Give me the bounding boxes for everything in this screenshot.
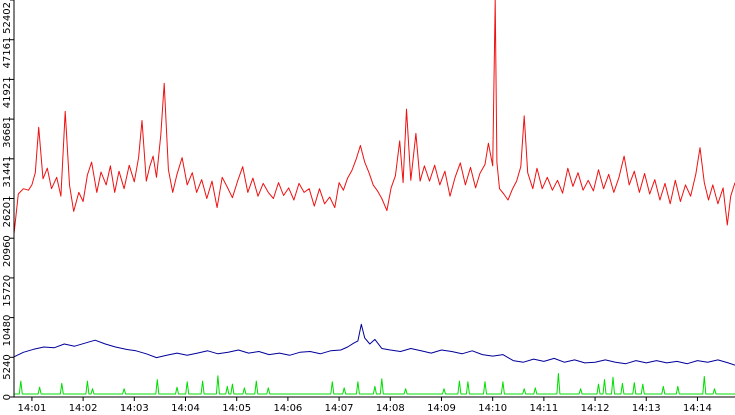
x-tick-label: 14:10 (478, 403, 507, 414)
y-tick-label: 0 (2, 394, 13, 400)
x-tick-label: 14:01 (18, 403, 47, 414)
x-tick-label: 14:12 (581, 403, 610, 414)
x-tick-label: 14:08 (376, 403, 405, 414)
x-tick-label: 14:05 (222, 403, 251, 414)
x-tick-label: 14:14 (683, 403, 712, 414)
x-tick-label: 14:04 (171, 403, 200, 414)
y-tick-label: 41921 (2, 76, 13, 108)
x-tick-label: 14:13 (632, 403, 661, 414)
x-tick-label: 14:06 (273, 403, 302, 414)
series-layer (13, 0, 735, 395)
y-tick-label: 26201 (2, 196, 13, 228)
y-tick-layer: 0 5240 10480 15720 20960 26201 31441 36681 41921… (2, 0, 14, 400)
series-line-3 (14, 373, 735, 395)
y-tick-label: 47161 (2, 37, 13, 69)
y-tick-label: 5240 (2, 354, 13, 379)
x-tick-label: 14:09 (427, 403, 456, 414)
y-tick-label: 31441 (2, 156, 13, 188)
x-tick-label: 14:07 (325, 403, 354, 414)
y-tick-label: 52402 (2, 2, 13, 34)
x-tick-label: 14:02 (69, 403, 98, 414)
y-tick-label: 10480 (2, 315, 13, 347)
series-line-2 (13, 323, 735, 366)
y-tick-label: 36681 (2, 116, 13, 148)
x-tick-label: 14:03 (120, 403, 149, 414)
y-tick-label: 15720 (2, 275, 13, 307)
series-line-1 (13, 0, 735, 235)
x-tick-layer: 14:01 14:02 14:03 14:04 14:05 14:06 14:07 14:08… (18, 397, 712, 414)
y-tick-label: 20960 (2, 235, 13, 267)
x-tick-label: 14:11 (529, 403, 558, 414)
